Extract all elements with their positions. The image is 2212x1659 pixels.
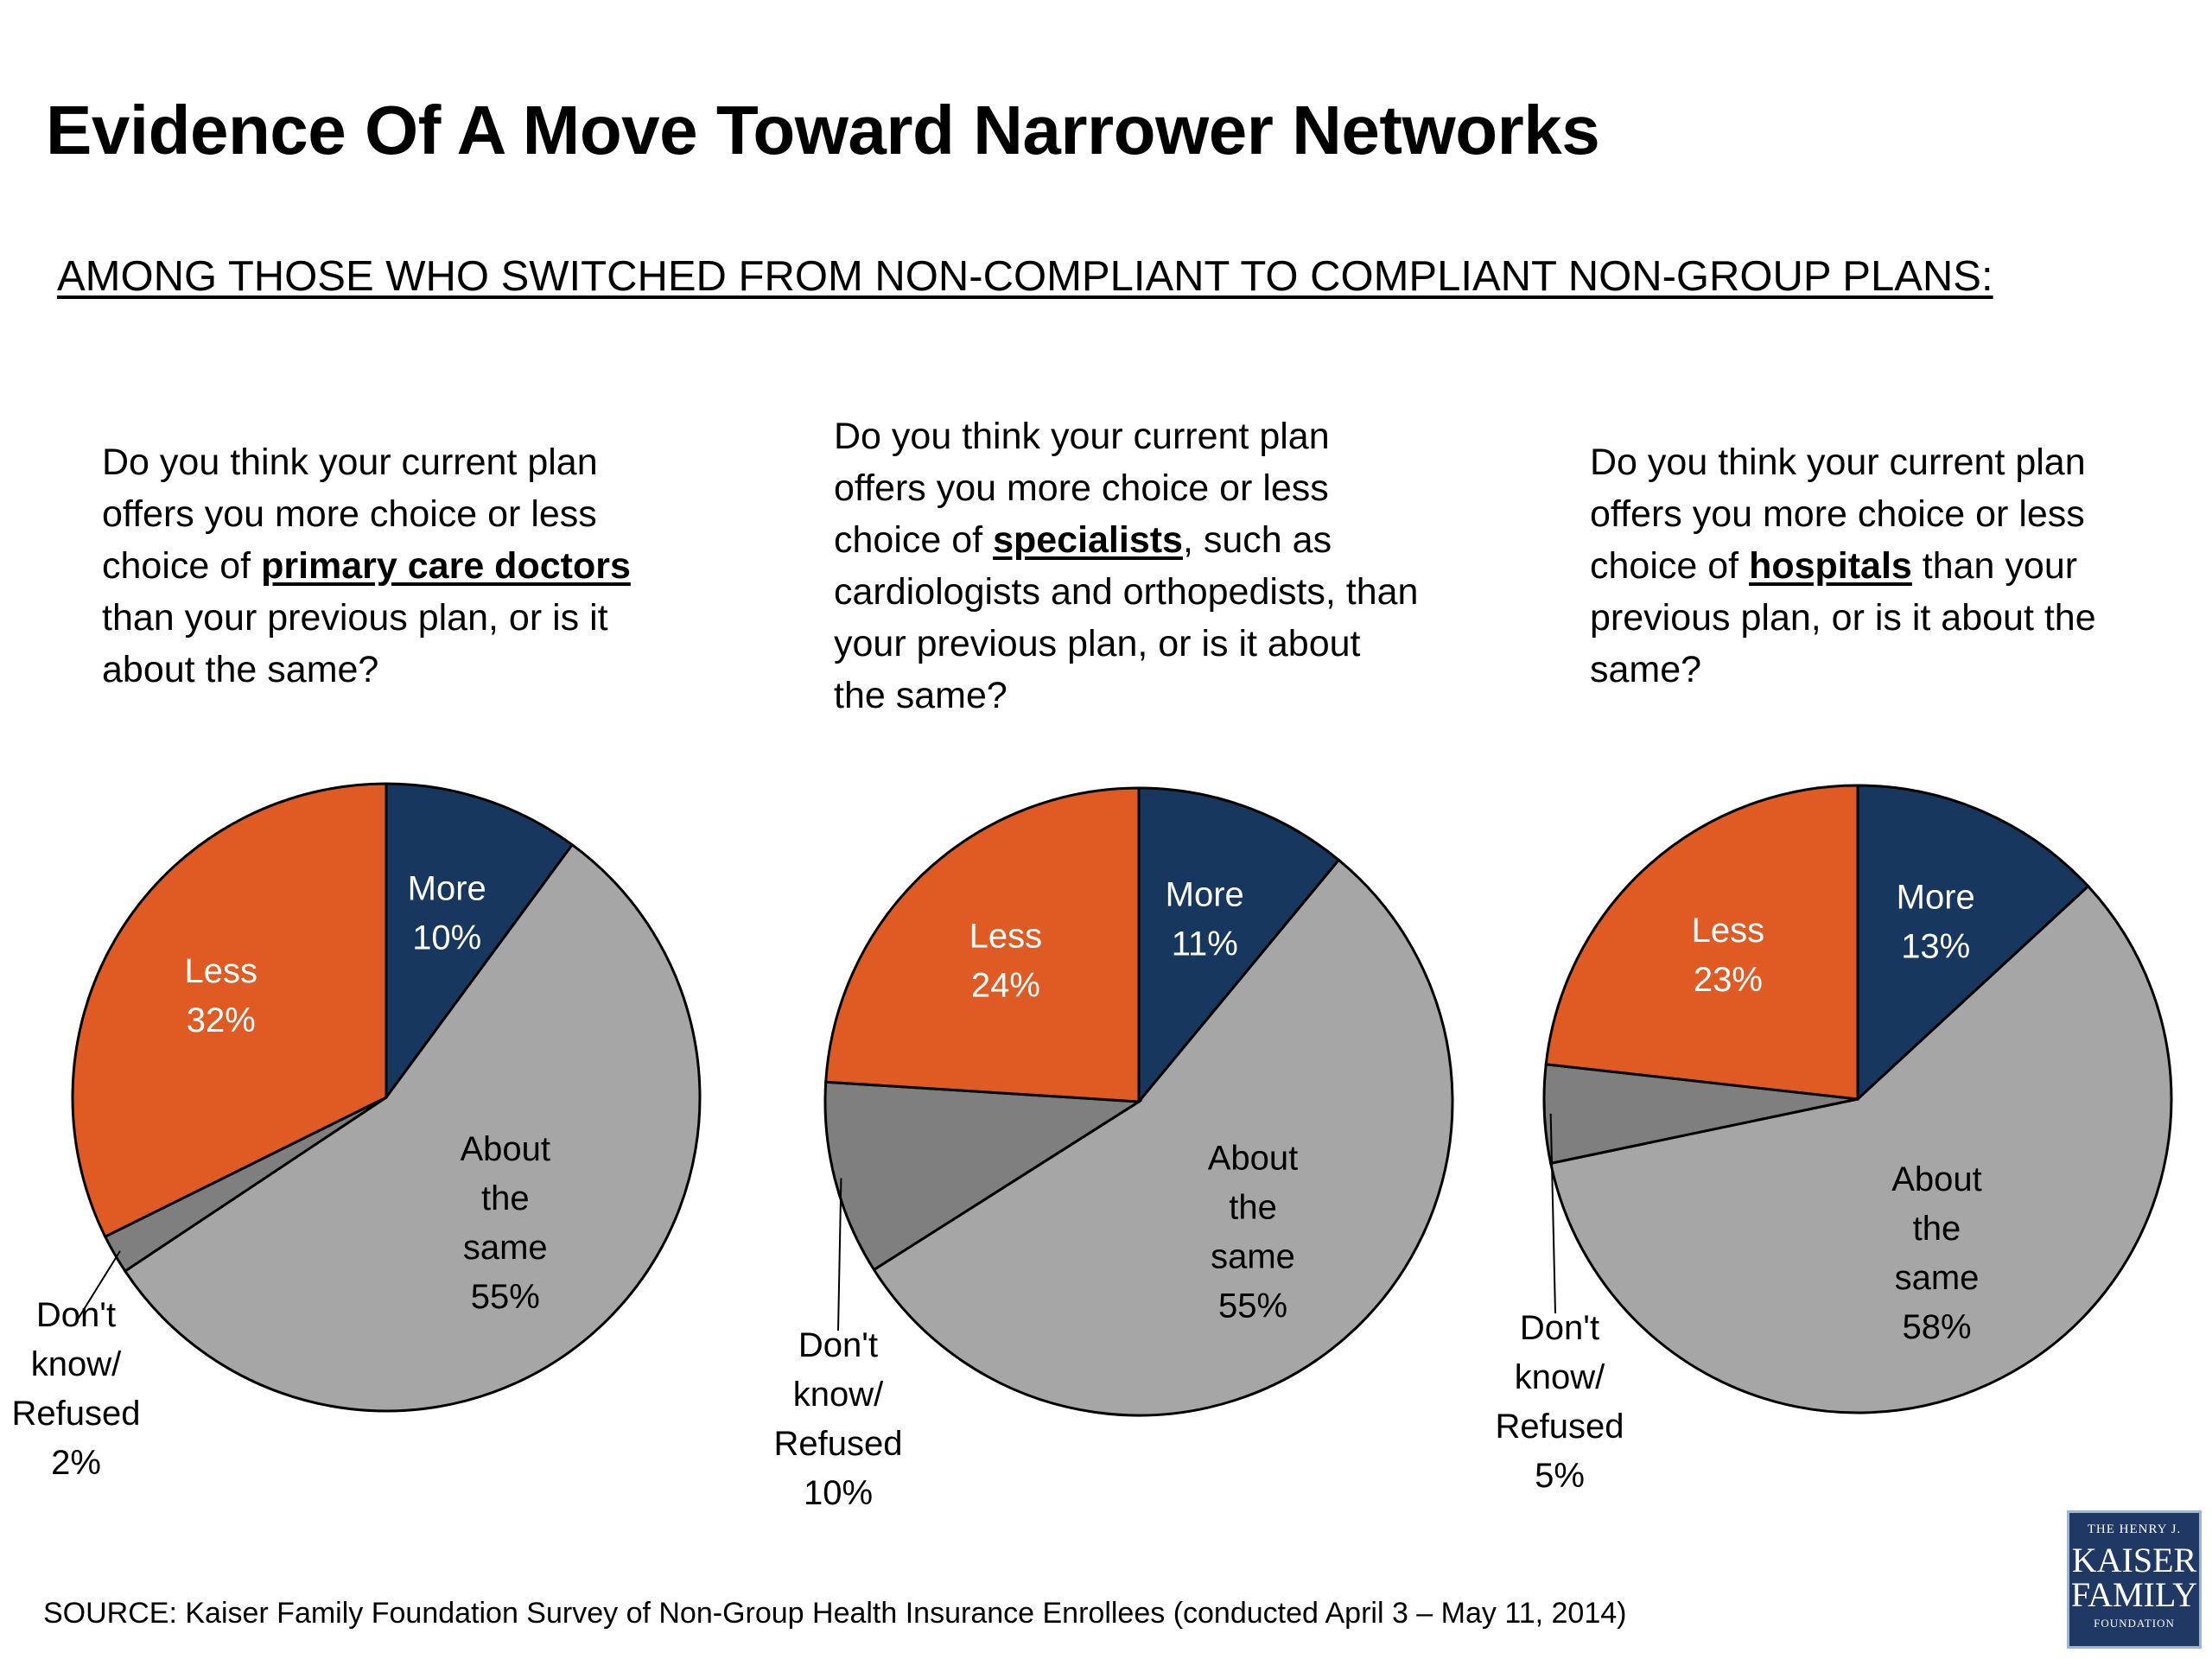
pie-slice-less [71,782,388,1239]
logo-line: THE HENRY J. [2087,1522,2182,1536]
source-note: SOURCE: Kaiser Family Foundation Survey … [43,1597,1627,1630]
slice-label-less: Less 24% [969,917,1043,1004]
pie-slice-less [1544,784,1859,1101]
pie-slice-about-same [1548,884,2173,1414]
callout-line [75,1250,121,1323]
question-hospitals: Do you think your current plan offers yo… [1590,436,2169,696]
slice-label-about-same: About the same 55% [461,1130,551,1316]
slice-label-about-same: About the same 58% [1891,1160,1982,1346]
pie-slice-about-same [123,842,702,1413]
question-emphasis: hospitals [1749,545,1912,587]
pie-slice-more [385,782,575,1102]
question-text: than your previous plan, or is it about … [102,597,608,690]
slice-label-more: More 11% [1166,876,1244,963]
pie-chart-2: More 11% About the same 55% Don't know/Refused 1… [774,786,1454,1512]
pie-slice-more [1137,786,1341,1106]
pie-chart-1: More 10% About the same 55% Don't know/Refused 2… [12,782,702,1482]
question-text: Do you think your current plan offers yo… [102,442,598,587]
slice-label-dont-know: Don't know/Refused 2% [12,1296,141,1482]
kff-logo: THE HENRY J. KAISER FAMILY FOUNDATION [2067,1510,2202,1649]
slice-label-more: More 13% [1897,878,1975,965]
question-text: , such as cardiologists and orthopedists… [834,519,1419,716]
slice-label-less: Less 32% [185,952,258,1039]
pie-chart-3: More 13% About the same 58% Don't know/Refused 5… [1496,784,2173,1495]
logo-line: FOUNDATION [2094,1617,2175,1630]
question-primary-care: Do you think your current plan offers yo… [102,436,672,696]
pie-slice-more [1856,784,2090,1103]
slice-label-about-same: About the same 55% [1208,1139,1299,1325]
logo-line: KAISER [2071,1541,2197,1580]
question-text: Do you think your current plan offers yo… [1590,442,2086,587]
pie-slice-about-same [872,858,1454,1417]
question-emphasis: primary care doctors [261,545,631,587]
question-text: than your previous plan, or is it about … [1590,545,2096,690]
slice-label-more: More 10% [408,870,486,957]
question-text: Do you think your current plan offers yo… [834,416,1330,561]
logo-line: FAMILY [2070,1575,2198,1614]
callout-line [1549,1113,1556,1314]
question-emphasis: specialists [993,519,1183,561]
callout-line [837,1178,842,1332]
slice-label-dont-know: Don't know/Refused 5% [1496,1309,1624,1495]
pie-slice-less [824,786,1141,1103]
page-title: Evidence Of A Move Toward Narrower Netwo… [46,92,1600,168]
pie-slice-dont-know [823,1080,1143,1272]
question-specialists: Do you think your current plan offers yo… [834,410,1421,721]
page-subtitle: AMONG THOSE WHO SWITCHED FROM NON-COMPLI… [57,253,1993,300]
slice-label-less: Less 23% [1692,912,1765,999]
slice-label-dont-know: Don't know/Refused 10% [774,1326,903,1512]
